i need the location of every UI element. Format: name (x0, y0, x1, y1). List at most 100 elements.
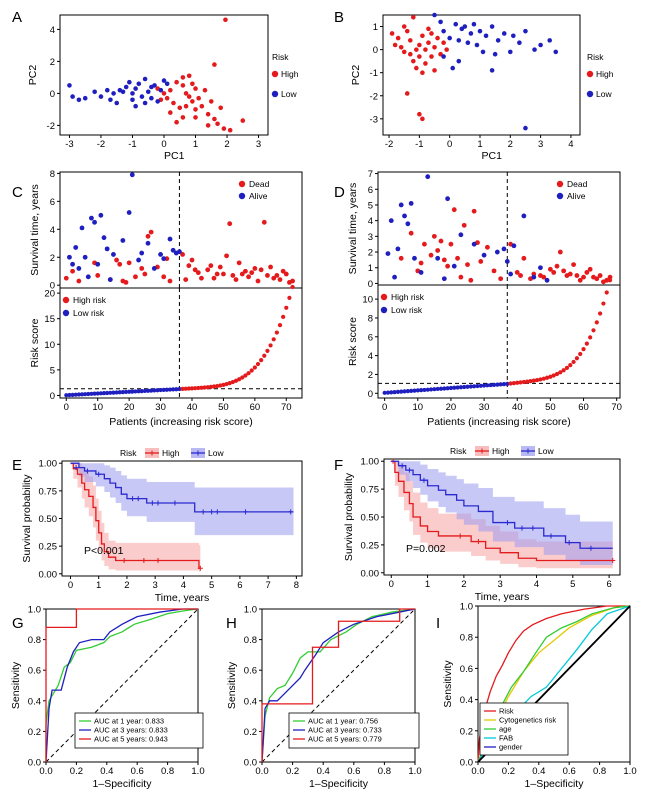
risk-point (438, 386, 444, 391)
pca-point-low (117, 87, 123, 93)
dead-point (274, 273, 280, 278)
y-axis-label: Risk score (347, 317, 359, 366)
pca-point-high (168, 87, 173, 93)
legend-marker-high (271, 70, 279, 78)
y-axis-label: Sensitivity (10, 661, 22, 709)
pca-point-low (462, 24, 468, 29)
pca-point-high (196, 95, 201, 101)
pca-point-high (420, 70, 425, 75)
pca-point-low (123, 84, 129, 90)
km-F-ytick-label: 1.00 (361, 457, 380, 468)
censor-mark-high (197, 565, 203, 571)
pca-point-high (426, 40, 431, 45)
dead-point (249, 270, 255, 276)
pca-point-high (227, 127, 233, 133)
alive-point (471, 241, 477, 247)
risk-point (205, 385, 210, 390)
legend-label-high-risk: High risk (73, 295, 107, 305)
roc-curve (45, 608, 198, 763)
dead-point (587, 266, 593, 272)
risk-D-bottom-xtick-label: 20 (446, 402, 457, 413)
risk-point (284, 305, 289, 310)
risk-point (455, 385, 460, 390)
dead-point (594, 276, 600, 282)
roc-G-xtick-label: 0.4 (100, 766, 113, 777)
pca-point-low (142, 100, 148, 106)
dead-point (431, 233, 437, 239)
risk-point (114, 390, 119, 395)
alive-point (458, 232, 464, 238)
surv-D-top-ytick-label: 4 (368, 216, 373, 227)
pca-point-low (92, 89, 97, 95)
alive-point (544, 277, 550, 283)
alive-point (145, 240, 151, 246)
pca-point-low (450, 65, 456, 71)
roc-curve (261, 608, 415, 762)
roc-G-ytick-label: 0.4 (28, 696, 41, 707)
dead-point (428, 252, 434, 258)
pca-point-high (432, 45, 437, 50)
roc-H-xtick-label: 0.8 (378, 766, 391, 777)
pca-point-high (161, 91, 167, 96)
risk-point (584, 341, 589, 346)
dead-point (255, 278, 261, 284)
x-axis-label: PC1 (164, 150, 185, 162)
roc-G-ytick-label: 0.0 (28, 758, 41, 769)
dead-point (252, 266, 258, 271)
dead-point (139, 266, 145, 271)
risk-point (551, 373, 556, 378)
pca-point-low (511, 33, 516, 39)
pca-point-low (145, 89, 151, 95)
pca-point-low (501, 31, 507, 36)
x-axis-label: Time, years (155, 592, 209, 604)
risk-point (389, 390, 394, 395)
risk-point (255, 361, 261, 367)
dead-point (408, 230, 414, 236)
risk-point (149, 388, 154, 393)
risk-point (101, 391, 107, 396)
risk-point (511, 381, 517, 386)
roc-H-ytick-label: 0.8 (244, 635, 257, 646)
alive-point (82, 254, 88, 260)
roc-I-xtick-label: 0.2 (502, 766, 515, 777)
alive-point (521, 213, 527, 219)
alive-point (418, 270, 424, 275)
dead-point (243, 268, 248, 274)
pca-point-low (489, 24, 495, 29)
legend-label: AUC at 3 years: 0.833 (94, 726, 168, 735)
risk-C-bottom-ytick-label: 20 (44, 289, 55, 300)
legend-cross-low (195, 450, 201, 456)
alive-point (504, 259, 510, 264)
pca-point-low (517, 40, 522, 45)
risk-point (488, 382, 493, 388)
pca-point-low (523, 125, 528, 131)
pca-B-xtick-label: -1 (415, 139, 423, 150)
alive-point (92, 219, 97, 225)
dead-point (398, 255, 404, 261)
dead-point (597, 273, 603, 278)
pca-point-low (149, 84, 154, 90)
risk-point (554, 371, 560, 377)
risk-D-bottom-ytick-label: 0 (368, 389, 373, 400)
dead-point (571, 262, 576, 267)
alive-point (531, 274, 537, 280)
risk-point (498, 382, 503, 387)
pca-point-low (507, 49, 513, 55)
surv-D-top-ytick-label: 6 (368, 185, 373, 196)
pca-point-low (438, 19, 443, 25)
pca-point-low (480, 49, 486, 55)
dead-point (280, 268, 286, 274)
pca-point-high (183, 103, 189, 109)
dead-point (199, 275, 204, 281)
risk-point (418, 388, 424, 393)
risk-point (415, 388, 420, 393)
pca-point-low (477, 28, 483, 34)
roc-I-ytick-label: 1.0 (460, 602, 473, 613)
roc-H-ytick-label: 1.0 (244, 605, 257, 616)
censor-mark-high (141, 558, 147, 564)
alive-point (412, 255, 417, 261)
dead-point (236, 260, 242, 266)
alive-point (120, 238, 126, 243)
pca-point-high (205, 123, 211, 128)
km-F-ytick-label: 0.50 (361, 513, 380, 524)
